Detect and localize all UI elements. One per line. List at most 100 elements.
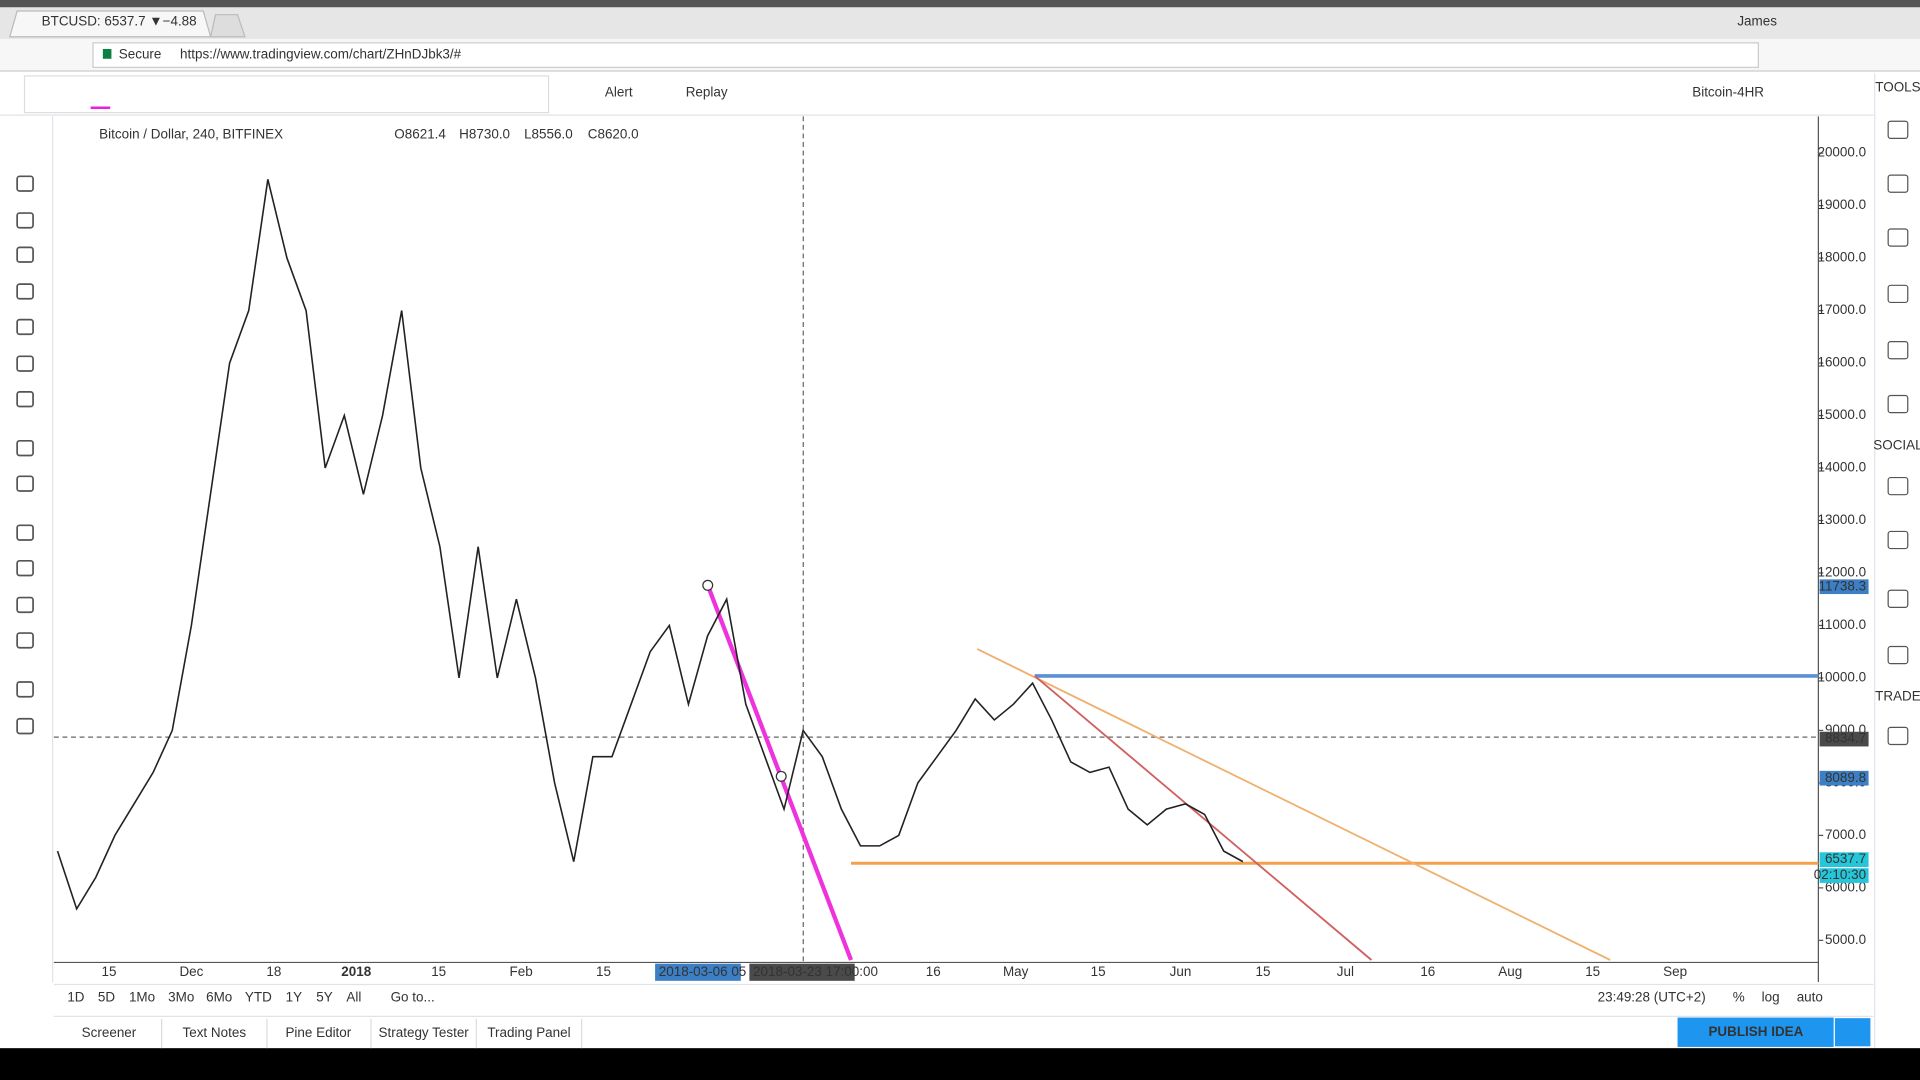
y-tick-label: 15000.0 xyxy=(1817,407,1866,422)
x-tick-label: 16 xyxy=(926,964,941,979)
tool-icon xyxy=(16,475,34,492)
x-tick-label: 18 xyxy=(266,964,281,979)
range-button: 5D xyxy=(98,990,115,1005)
x-tick-label: 15 xyxy=(1585,964,1600,979)
ohlc-value: L8556.0 xyxy=(524,126,573,141)
stream-button[interactable] xyxy=(1833,1016,1872,1048)
secure-label: Secure xyxy=(119,47,162,62)
tool-icon xyxy=(16,559,34,577)
x-tick-label: 15 xyxy=(431,964,446,979)
sidebar-icon xyxy=(1887,645,1909,665)
price-label: 6537.7 xyxy=(1825,851,1866,866)
range-button: YTD xyxy=(245,990,272,1005)
publish-button[interactable] xyxy=(1677,1017,1835,1047)
cursor-date: 2018-03-23 17:00:00 xyxy=(753,964,878,979)
tool-icon xyxy=(16,390,34,408)
tool-icon xyxy=(16,717,34,735)
trend-line[interactable] xyxy=(1034,675,1373,961)
bottom-tab: Text Notes xyxy=(183,1025,247,1040)
countdown: 02:10:30 xyxy=(1814,867,1866,882)
x-tick-label: Aug xyxy=(1498,964,1522,979)
address-bar[interactable] xyxy=(92,42,1759,68)
y-tick-label: 19000.0 xyxy=(1817,197,1866,212)
alert-button: Alert xyxy=(605,85,633,100)
layout-name: Bitcoin-4HR xyxy=(1692,85,1764,100)
range-button: 1Mo xyxy=(129,990,155,1005)
tab-title: BTCUSD: 6537.7 ▼−4.88 xyxy=(42,14,197,29)
ohlc-value: O8621.4 xyxy=(394,126,446,141)
countdown-bg xyxy=(1819,868,1869,883)
sidebar-heading: SOCIAL xyxy=(1873,437,1920,452)
y-tick-label: 13000.0 xyxy=(1817,512,1866,527)
tool-icon xyxy=(16,175,34,192)
bottom-tab: Screener xyxy=(82,1025,137,1040)
x-tick-label: Jul xyxy=(1337,964,1354,979)
drawing-toolbar xyxy=(23,75,550,114)
y-tick-label: 10000.0 xyxy=(1817,670,1866,685)
new-tab[interactable] xyxy=(209,14,246,38)
anchor[interactable] xyxy=(775,770,787,782)
y-tick-label: 17000.0 xyxy=(1817,302,1866,317)
x-tick-label: 15 xyxy=(596,964,611,979)
range-button: Go to... xyxy=(391,990,435,1005)
clock: 23:49:28 (UTC+2) xyxy=(1598,990,1706,1005)
tool-icon xyxy=(16,246,34,263)
tool-icon xyxy=(16,318,34,336)
tool-icon xyxy=(16,283,34,300)
symbol: Bitcoin / Dollar, 240, BITFINEX xyxy=(99,126,283,141)
y-tick-label: 7000.0 xyxy=(1825,827,1866,842)
sidebar-heading: TRADE xyxy=(1875,688,1920,703)
y-tick-label: 6000.0 xyxy=(1825,879,1866,894)
y-tick-label: 12000.0 xyxy=(1817,565,1866,580)
y-tick-label: 20000.0 xyxy=(1817,145,1866,160)
lock-icon xyxy=(102,48,112,59)
scale-button: auto xyxy=(1797,990,1823,1005)
left-tools xyxy=(16,175,34,735)
scale-button: log xyxy=(1762,990,1780,1005)
x-tick-label: May xyxy=(1003,964,1029,979)
x-tick-label: Jun xyxy=(1170,964,1192,979)
cursor-date-bg xyxy=(655,963,741,981)
x-tick-label: 16 xyxy=(1420,964,1435,979)
y-tick-label: 11000.0 xyxy=(1818,617,1866,632)
sidebar-icon xyxy=(1887,284,1909,304)
price-label-bg xyxy=(1819,852,1869,867)
price-line xyxy=(56,179,1244,911)
tool-icon xyxy=(16,355,34,372)
cursor-date-bg xyxy=(749,963,855,981)
tab-strip xyxy=(0,7,1920,40)
ohlc-value: H8730.0 xyxy=(459,126,510,141)
price-label-bg xyxy=(1819,579,1869,595)
range-button: 1D xyxy=(67,990,84,1005)
range-button: 3Mo xyxy=(168,990,194,1005)
tool-icon xyxy=(16,524,34,541)
tool-icon xyxy=(16,212,34,229)
range-button: 1Y xyxy=(286,990,302,1005)
sidebar-icon xyxy=(1887,530,1909,550)
scale-button: % xyxy=(1733,990,1745,1005)
replay-button: Replay xyxy=(686,85,728,100)
tool-icon xyxy=(16,681,34,698)
bottom-tab: Strategy Tester xyxy=(379,1025,470,1040)
x-tick-label: Dec xyxy=(179,964,203,979)
ohlc-value: C8620.0 xyxy=(588,126,639,141)
price-label-bg xyxy=(1819,770,1869,786)
trend-line[interactable] xyxy=(976,648,1611,961)
taskbar xyxy=(0,1048,1920,1080)
sidebar-icon xyxy=(1887,120,1909,139)
y-tick-label: 16000.0 xyxy=(1817,355,1866,370)
bottom-tab: Trading Panel xyxy=(487,1025,570,1040)
range-button: 6Mo xyxy=(206,990,232,1005)
price-label: 11738.3 xyxy=(1818,578,1866,593)
price-label-bg xyxy=(1819,731,1869,747)
active-tab[interactable] xyxy=(8,10,212,38)
tool-icon xyxy=(16,632,34,649)
sidebar-icon xyxy=(1887,476,1909,496)
cursor-date: 2018-03-06 05 xyxy=(659,964,747,979)
range-button: 5Y xyxy=(316,990,332,1005)
tool-icon xyxy=(16,439,34,457)
anchor[interactable] xyxy=(702,579,714,591)
y-tick-label: 14000.0 xyxy=(1817,460,1866,475)
sidebar-icon xyxy=(1887,394,1909,414)
